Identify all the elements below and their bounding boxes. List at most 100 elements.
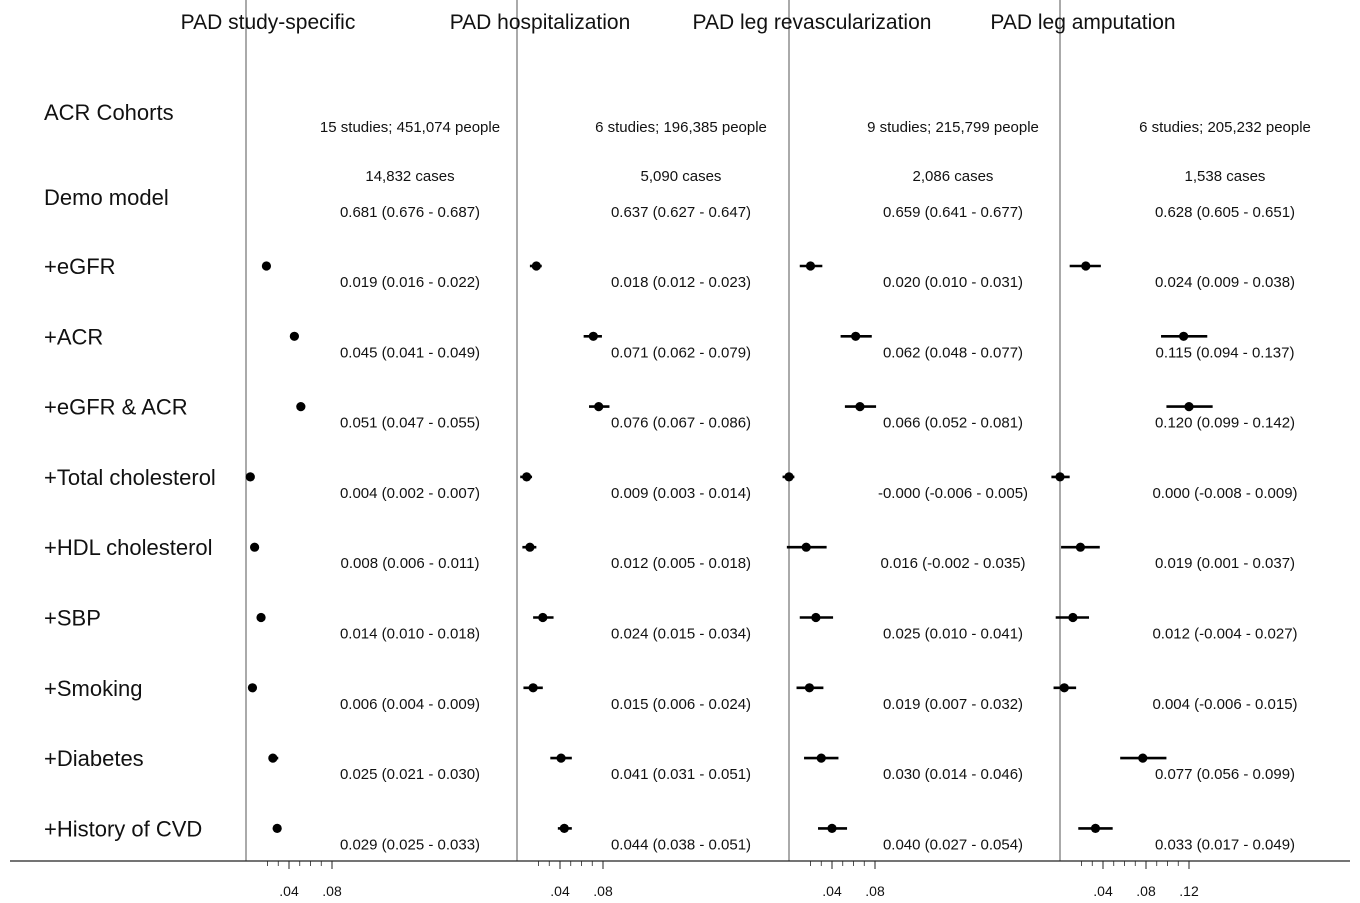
point-estimate	[594, 402, 604, 412]
estimate-value-text: 0.076 (0.067 - 0.086)	[611, 415, 751, 432]
demo-model-estimate-text: 0.681 (0.676 - 0.687)	[340, 204, 480, 221]
estimate-value-text: 0.062 (0.048 - 0.077)	[883, 344, 1023, 361]
point-estimate	[531, 261, 541, 271]
point-estimate	[588, 331, 598, 341]
estimate-value-text: 0.014 (0.010 - 0.018)	[340, 626, 480, 643]
estimate-value-text: 0.115 (0.094 - 0.137)	[1156, 344, 1295, 361]
row-label: +ACR	[44, 324, 103, 349]
point-estimate	[1081, 261, 1091, 271]
estimate-value-text: 0.045 (0.041 - 0.049)	[340, 344, 480, 361]
point-estimate	[1068, 612, 1078, 623]
x-tick-label: .08	[593, 883, 613, 899]
row-label: ACR Cohorts	[44, 100, 174, 125]
panel-title: PAD study-specific	[181, 11, 356, 34]
x-tick-label: .04	[822, 883, 842, 899]
panel-title: PAD leg amputation	[990, 11, 1175, 34]
point-estimate	[1055, 472, 1065, 482]
estimate-value-text: 0.051 (0.047 - 0.055)	[340, 415, 480, 432]
estimate-value-text: 0.006 (0.004 - 0.009)	[340, 696, 480, 713]
point-estimate	[1090, 823, 1101, 834]
row-label: +History of CVD	[44, 816, 202, 841]
x-tick-label: .12	[1179, 883, 1199, 899]
point-estimate	[556, 753, 566, 763]
point-estimate	[804, 683, 815, 693]
point-estimate	[855, 402, 865, 412]
point-estimate	[296, 402, 306, 412]
point-estimate	[816, 753, 826, 763]
studies-count-text: 6 studies; 196,385 people	[595, 119, 767, 136]
point-estimate	[256, 612, 266, 623]
point-estimate	[1138, 753, 1148, 763]
estimate-value-text: 0.004 (-0.006 - 0.015)	[1152, 696, 1297, 713]
estimate-value-text: 0.004 (0.002 - 0.007)	[340, 485, 480, 502]
point-estimate	[811, 612, 821, 623]
estimate-value-text: 0.018 (0.012 - 0.023)	[611, 274, 751, 291]
estimate-value-text: 0.012 (0.005 - 0.018)	[611, 555, 751, 572]
estimate-value-text: 0.040 (0.027 - 0.054)	[883, 836, 1023, 853]
estimate-value-text: 0.033 (0.017 - 0.049)	[1155, 836, 1295, 853]
point-estimate	[1184, 402, 1194, 412]
estimate-value-text: 0.120 (0.099 - 0.142)	[1155, 415, 1295, 432]
estimate-value-text: 0.024 (0.009 - 0.038)	[1155, 274, 1295, 291]
estimate-value-text: 0.025 (0.010 - 0.041)	[883, 626, 1023, 643]
row-label: +eGFR	[44, 254, 116, 279]
point-estimate	[1075, 542, 1086, 552]
point-estimate	[245, 472, 255, 482]
point-estimate	[250, 542, 260, 552]
x-tick-label: .08	[1136, 883, 1156, 899]
point-estimate	[272, 823, 282, 834]
point-estimate	[268, 753, 278, 763]
cases-count-text: 14,832 cases	[365, 168, 454, 185]
estimate-value-text: 0.071 (0.062 - 0.079)	[611, 344, 751, 361]
studies-count-text: 6 studies; 205,232 people	[1139, 119, 1311, 136]
panel-title: PAD leg revascularization	[693, 11, 932, 34]
point-estimate	[1059, 683, 1069, 693]
studies-count-text: 9 studies; 215,799 people	[867, 119, 1039, 136]
x-tick-label: .08	[865, 883, 885, 899]
row-label: +HDL cholesterol	[44, 535, 213, 560]
estimate-value-text: 0.044 (0.038 - 0.051)	[611, 836, 751, 853]
estimate-value-text: 0.019 (0.007 - 0.032)	[883, 696, 1023, 713]
point-estimate	[525, 542, 535, 552]
point-estimate	[784, 472, 794, 482]
row-label: +Diabetes	[44, 746, 144, 771]
estimate-value-text: 0.012 (-0.004 - 0.027)	[1152, 626, 1297, 643]
row-label: +Smoking	[44, 676, 142, 701]
estimate-value-text: 0.000 (-0.008 - 0.009)	[1152, 485, 1297, 502]
estimate-value-text: 0.016 (-0.002 - 0.035)	[880, 555, 1025, 572]
cases-count-text: 1,538 cases	[1185, 168, 1266, 185]
point-estimate	[805, 261, 816, 271]
point-estimate	[1179, 331, 1189, 341]
x-tick-label: .08	[322, 883, 342, 899]
point-estimate	[289, 331, 299, 341]
point-estimate	[261, 261, 272, 271]
estimate-value-text: 0.008 (0.006 - 0.011)	[341, 555, 480, 572]
estimate-value-text: 0.020 (0.010 - 0.031)	[883, 274, 1023, 291]
estimate-value-text: 0.041 (0.031 - 0.051)	[611, 766, 751, 783]
demo-model-estimate-text: 0.659 (0.641 - 0.677)	[883, 204, 1023, 221]
demo-model-estimate-text: 0.628 (0.605 - 0.651)	[1155, 204, 1295, 221]
estimate-value-text: 0.019 (0.001 - 0.037)	[1155, 555, 1295, 572]
x-tick-label: .04	[1093, 883, 1113, 899]
point-estimate	[827, 823, 837, 834]
estimate-value-text: 0.029 (0.025 - 0.033)	[340, 836, 480, 853]
cases-count-text: 5,090 cases	[641, 168, 722, 185]
demo-model-estimate-text: 0.637 (0.627 - 0.647)	[611, 204, 751, 221]
x-tick-label: .04	[279, 883, 299, 899]
estimate-value-text: 0.015 (0.006 - 0.024)	[611, 696, 751, 713]
row-label: +Total cholesterol	[44, 465, 216, 490]
point-estimate	[528, 683, 538, 693]
estimate-value-text: 0.019 (0.016 - 0.022)	[340, 274, 480, 291]
point-estimate	[851, 331, 861, 341]
point-estimate	[247, 683, 258, 693]
estimate-value-text: 0.009 (0.003 - 0.014)	[611, 485, 751, 502]
estimate-value-text: -0.000 (-0.006 - 0.005)	[878, 485, 1028, 502]
estimate-value-text: 0.066 (0.052 - 0.081)	[883, 415, 1023, 432]
point-estimate	[559, 823, 569, 834]
row-label: +SBP	[44, 606, 101, 631]
estimate-value-text: 0.024 (0.015 - 0.034)	[611, 626, 751, 643]
row-label: +eGFR & ACR	[44, 395, 188, 420]
x-tick-label: .04	[550, 883, 570, 899]
cases-count-text: 2,086 cases	[913, 168, 994, 185]
